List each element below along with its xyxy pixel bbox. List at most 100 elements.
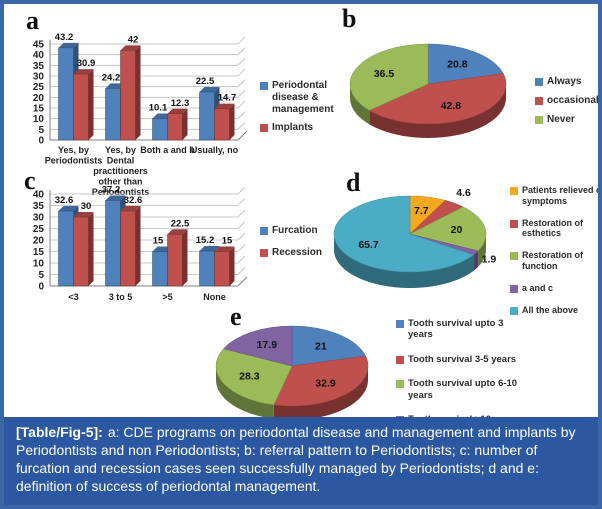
legend-label: Periodontal disease & management <box>272 80 334 115</box>
svg-text:37.2: 37.2 <box>102 184 121 195</box>
svg-text:15.2: 15.2 <box>196 235 215 246</box>
legend-item: Never <box>535 114 598 126</box>
legend-item: All the above <box>510 304 598 316</box>
svg-text:22.5: 22.5 <box>171 218 190 229</box>
legend-item: Always <box>535 76 598 88</box>
legend-item: Patients relieved of symptoms <box>510 185 602 207</box>
legend-swatch-icon <box>260 82 268 90</box>
svg-text:>5: >5 <box>162 292 172 302</box>
svg-text:other than: other than <box>99 177 143 187</box>
legend-label: Implants <box>272 122 314 133</box>
legend-e: Tooth survival upto 3 years Tooth surviva… <box>396 318 520 425</box>
panel-a-label: a <box>26 6 39 35</box>
svg-text:22.5: 22.5 <box>196 76 215 87</box>
legend-label: Patients relieved of symptoms <box>522 185 602 206</box>
legend-label: Furcation <box>272 225 318 236</box>
legend-swatch-icon <box>260 227 268 235</box>
svg-text:Dental: Dental <box>107 156 135 166</box>
legend-item: Restoration of esthetics <box>510 217 598 240</box>
legend-label: Restoration of esthetics <box>522 217 584 239</box>
legend-swatch-icon <box>535 78 543 86</box>
legend-swatch-icon <box>396 355 404 364</box>
pie-chart-b: 20.8 42.8 36.5 <box>349 43 507 138</box>
svg-text:45: 45 <box>33 40 45 51</box>
svg-text:20: 20 <box>33 236 45 247</box>
svg-text:5: 5 <box>38 270 44 281</box>
panel-e-label: e <box>230 302 242 331</box>
svg-text:12.3: 12.3 <box>171 98 190 109</box>
legend-label: a and c <box>522 282 554 293</box>
legend-item: Recession <box>260 247 340 259</box>
legend-swatch-icon <box>535 97 543 105</box>
svg-text:15: 15 <box>153 236 164 247</box>
svg-text:Usually, no: Usually, no <box>191 145 239 155</box>
svg-text:32.9: 32.9 <box>315 377 336 389</box>
legend-swatch-icon <box>396 380 404 389</box>
legend-swatch-icon <box>260 124 268 132</box>
svg-text:Yes, by: Yes, by <box>105 145 136 155</box>
svg-text:43.2: 43.2 <box>55 32 74 43</box>
svg-text:10.1: 10.1 <box>149 102 168 113</box>
svg-text:7.7: 7.7 <box>414 205 429 217</box>
svg-text:1.9: 1.9 <box>482 253 497 265</box>
legend-item: occasionally <box>535 95 602 107</box>
svg-text:30: 30 <box>33 72 45 83</box>
legend-b: Always occasionally Never <box>535 76 602 126</box>
legend-label: Tooth survival upto 6-10 years <box>408 378 518 401</box>
legend-label: Restoration of function <box>522 250 584 271</box>
svg-text:35: 35 <box>33 201 45 212</box>
svg-text:3 to 5: 3 to 5 <box>109 292 133 302</box>
panel-c-label: c <box>24 166 36 195</box>
svg-text:15: 15 <box>222 236 233 247</box>
svg-text:36.5: 36.5 <box>374 68 395 80</box>
caption-text: a: CDE programs on periodontal disease a… <box>16 424 576 494</box>
legend-swatch-icon <box>510 306 518 315</box>
svg-text:Yes, by: Yes, by <box>58 145 89 155</box>
svg-text:14.7: 14.7 <box>218 93 237 104</box>
svg-text:65.7: 65.7 <box>358 239 379 251</box>
legend-swatch-icon <box>396 320 404 328</box>
svg-text:35: 35 <box>33 61 45 72</box>
svg-text:25: 25 <box>33 82 45 93</box>
legend-d: Patients relieved of symptoms Restoration… <box>510 185 602 316</box>
svg-text:10: 10 <box>33 259 45 270</box>
legend-label: All the above <box>522 304 579 315</box>
svg-text:20.8: 20.8 <box>447 58 468 70</box>
legend-item: Restoration of function <box>510 250 598 272</box>
figure-caption: [Table/Fig-5]: a: CDE programs on periodo… <box>4 417 598 505</box>
legend-label: occasionally <box>547 95 602 106</box>
legend-swatch-icon <box>510 252 518 261</box>
pie-chart-d: 7.7 4.6 20 1.9 65.7 <box>333 187 497 288</box>
legend-swatch-icon <box>535 116 543 124</box>
svg-text:40: 40 <box>33 190 45 201</box>
legend-item: Implants <box>260 122 354 134</box>
svg-text:32.6: 32.6 <box>55 195 74 206</box>
svg-text:20: 20 <box>451 224 463 236</box>
svg-text:None: None <box>203 292 226 302</box>
legend-item: Periodontal disease & management <box>260 80 354 116</box>
legend-label: Tooth survival 3-5 years <box>408 353 517 365</box>
caption-label: [Table/Fig-5]: <box>16 424 103 440</box>
svg-text:5: 5 <box>38 125 44 136</box>
legend-label: Never <box>547 114 575 125</box>
panel-b-label: b <box>342 4 357 33</box>
svg-text:32.6: 32.6 <box>124 195 143 206</box>
svg-text:40: 40 <box>33 50 45 61</box>
legend-item: Tooth survival upto 6-10 years <box>396 378 520 401</box>
svg-text:15: 15 <box>33 247 45 258</box>
svg-text:20: 20 <box>33 93 45 104</box>
svg-text:<3: <3 <box>68 292 78 302</box>
svg-text:30.9: 30.9 <box>77 58 96 69</box>
svg-text:10: 10 <box>33 114 45 125</box>
legend-swatch-icon <box>510 219 518 228</box>
svg-text:25: 25 <box>33 224 45 235</box>
legend-c: Furcation Recession <box>260 225 340 259</box>
svg-text:15: 15 <box>33 104 45 115</box>
legend-item: Furcation <box>260 225 340 237</box>
svg-text:Both a and b: Both a and b <box>140 145 195 155</box>
legend-item: Tooth survival upto 3 years <box>396 318 520 341</box>
legend-item: a and c <box>510 282 598 294</box>
